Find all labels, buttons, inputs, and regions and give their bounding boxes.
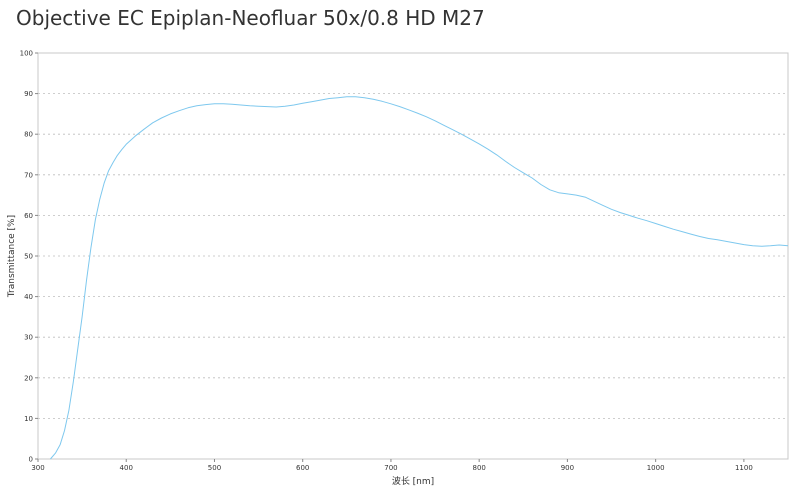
series-line-0 <box>50 96 789 460</box>
y-tick-label: 80 <box>24 131 33 139</box>
x-tick-label: 300 <box>31 464 44 472</box>
y-tick-label: 50 <box>24 253 33 261</box>
y-tick-label: 0 <box>29 456 33 464</box>
series-layer <box>50 96 789 460</box>
x-tick-label: 500 <box>208 464 221 472</box>
y-tick-label: 60 <box>24 212 33 220</box>
x-tick-label: 1100 <box>735 464 753 472</box>
y-tick-label: 20 <box>24 374 33 382</box>
y-tick-label: 40 <box>24 293 33 301</box>
x-tick-label: 400 <box>120 464 133 472</box>
y-tick-label: 90 <box>24 90 33 98</box>
y-axis: 0 10 20 30 40 50 60 70 80 90 100 <box>20 50 38 464</box>
x-tick-label: 900 <box>561 464 574 472</box>
y-tick-label: 30 <box>24 334 33 342</box>
chart-title: Objective EC Epiplan-Neofluar 50x/0.8 HD… <box>16 6 485 30</box>
x-tick-label: 1000 <box>647 464 665 472</box>
y-tick-label: 100 <box>20 50 33 58</box>
y-tick-label: 10 <box>24 415 33 423</box>
y-axis-label: Transmittance [%] <box>7 215 17 298</box>
x-tick-label: 600 <box>296 464 309 472</box>
x-axis-label: 波长 [nm] <box>392 475 434 487</box>
x-tick-label: 700 <box>384 464 397 472</box>
y-tick-label: 70 <box>24 171 33 179</box>
x-tick-label: 800 <box>472 464 485 472</box>
x-axis: 300 400 500 600 700 800 900 1000 1100 <box>31 459 753 472</box>
grid-lines <box>38 93 788 419</box>
